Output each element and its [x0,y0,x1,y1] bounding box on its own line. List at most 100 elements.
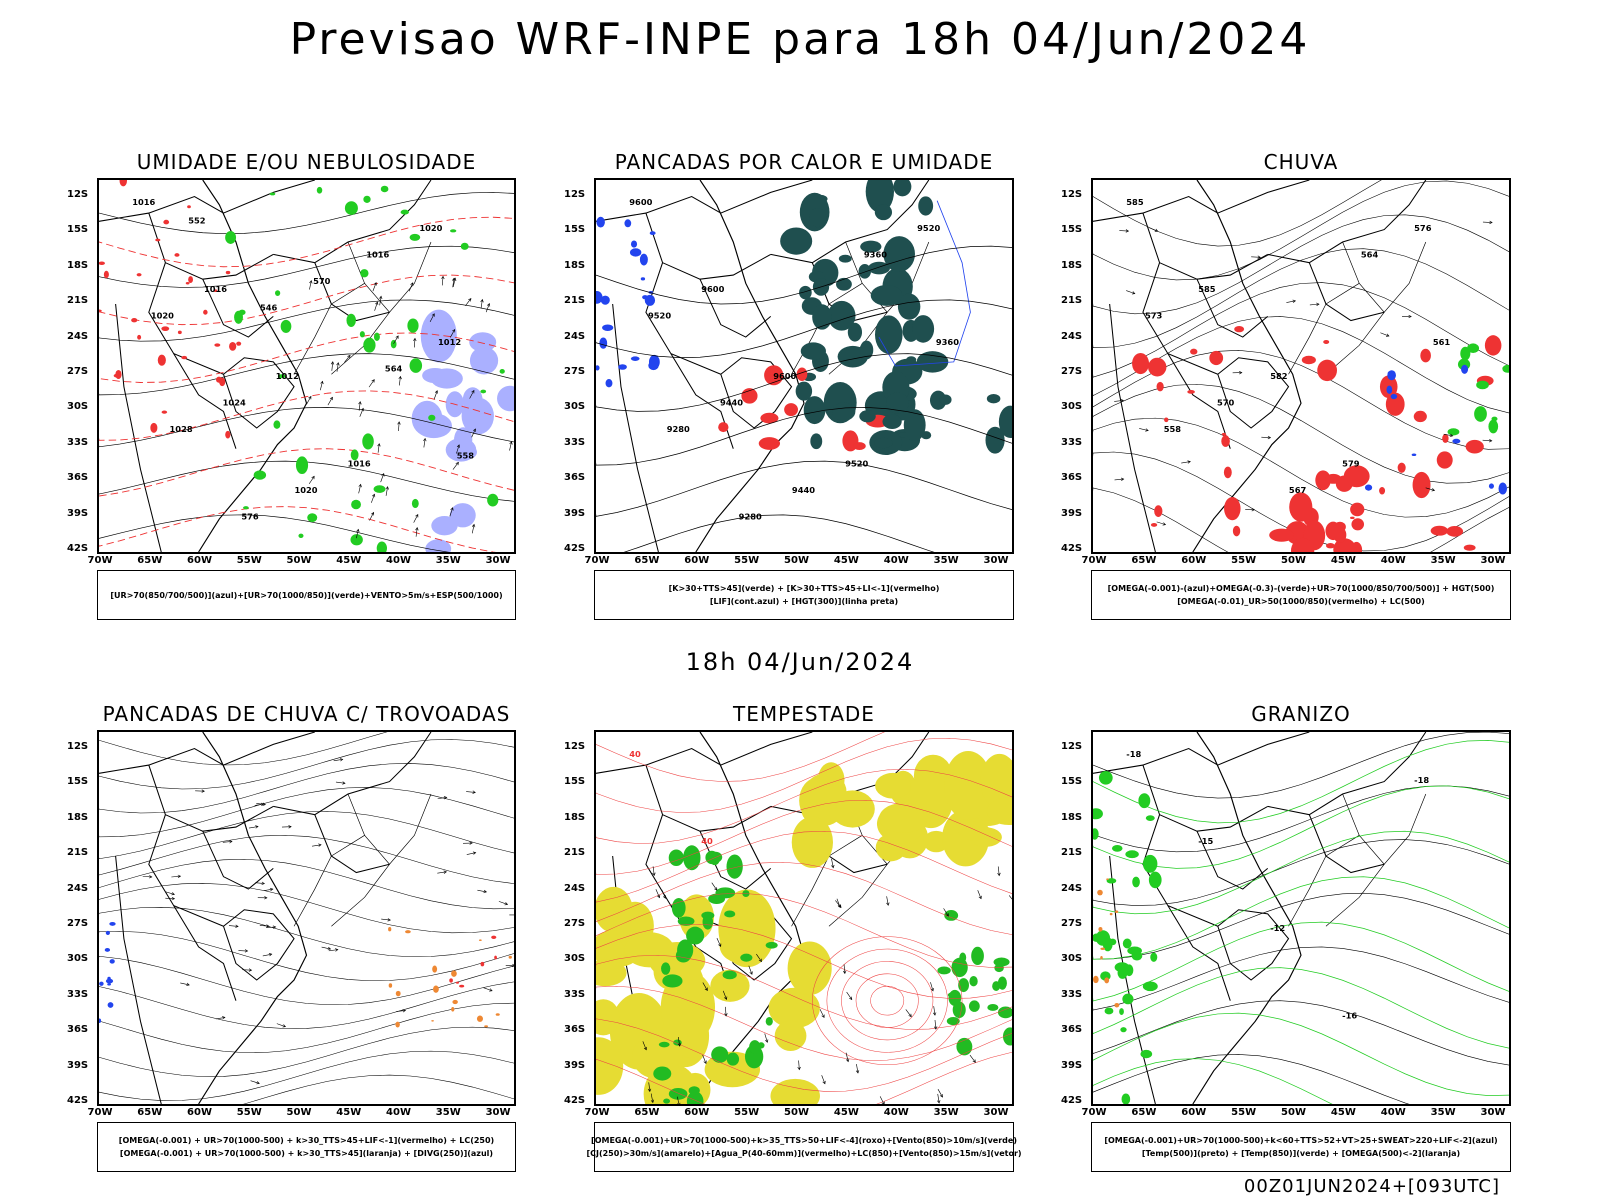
jet-250-area [958,821,990,841]
streamline-arrow [165,891,175,896]
longitude-tick-label: 55W [734,1107,760,1118]
wind-vector [471,523,476,534]
omega-rain-area [1343,465,1370,488]
longitude-tick-label: 45W [1330,555,1356,566]
divergence-area [105,930,110,935]
temp-850-contour [1119,1008,1124,1016]
pressure-isobar [99,299,514,342]
humidity-1000-850-area [409,233,421,241]
legend-chuva: [OMEGA(-0.001)-(azul)+OMEGA(-0.3)-(verde… [1091,570,1511,620]
contour-label: 9280 [667,424,690,434]
omega-rain-area [1190,348,1198,355]
temp-850-contour [1120,1027,1127,1033]
contour-label: 564 [385,363,403,373]
latitude-tick-label: 36S [1061,472,1083,484]
thunderstorm-orange-area [484,1025,489,1028]
latitude-tick-label: 24S [1061,330,1083,342]
state-border [1342,793,1427,865]
contour-label: 9440 [792,485,815,495]
omega-rain-area [1430,525,1449,536]
lc-850-streamline [596,985,1012,1061]
temp-850-contour [1122,938,1132,949]
coastline [1192,180,1302,552]
contour-label: 1016 [366,250,389,260]
streamline-arrow [483,987,493,992]
jet-250-area [674,1021,706,1058]
longitude-tick-label: 50W [286,555,312,566]
cyclone-streamline [841,961,934,1041]
k-tts-area [939,394,952,405]
jet-250-area [875,772,911,799]
latitude-tick-label: 42S [67,543,89,554]
humidity-850-500-area [411,400,443,436]
longitude-tick-label: 60W [1181,555,1207,566]
wind-vector [320,380,324,391]
longitude-tick-label: 30W [983,555,1009,566]
wind-850-area [749,1040,761,1054]
longitude-tick-label: 65W [137,1107,163,1118]
longitude-tick-label: 70W [1081,555,1107,566]
thunderstorm-orange-area [451,970,457,977]
latitude-tick-label: 21S [564,847,586,859]
humidity-1000-850-area [298,533,304,538]
streamline-arrow [328,948,339,952]
hgt-300-contour [596,407,1012,466]
legend-line: [OMEGA(-0.001) + UR>70(1000-500) + k>30_… [119,1149,494,1158]
omega-rain-area [1289,492,1313,522]
wind-vector [330,361,335,371]
country-border [314,262,390,322]
k-tts-area [865,180,894,213]
lc-250-streamline [99,859,514,910]
contour-label: 1028 [170,424,193,434]
latitude-tick-label: 15S [1061,224,1083,236]
thunderstorm-orange-area [388,927,392,932]
latitude-tick-label: 15S [67,224,89,236]
streamline-arrow [311,843,322,847]
contour-label: 9520 [917,223,940,233]
streamline-arrow [437,870,447,874]
streamline-arrow [180,982,190,987]
streamline-arrow [1245,508,1256,512]
wind-850-vector [831,858,835,869]
longitude-tick-label: 60W [684,1107,710,1118]
longitude-tick-label: 65W [634,555,660,566]
wind-vector [413,337,417,348]
omega-rain-area [1224,496,1241,521]
contour-label: 9360 [936,337,959,347]
humidity-1000-850-area [409,358,423,373]
temp-850-contour [1093,967,1509,1049]
latitude-tick-label: 27S [564,918,586,929]
map-chuva: 585 585 582 579 576 573 570 567 564 561 558 [1091,178,1511,554]
temp-850-contour [1102,937,1113,952]
pressure-isobar [99,514,450,552]
streamline-arrow [463,841,473,845]
thickness-area [219,377,226,387]
wind-850-area [661,962,671,975]
country-border [148,814,224,927]
contour-label: 9360 [864,250,887,260]
thickness-area [174,253,180,257]
country-border [1308,814,1385,874]
state-border [828,283,863,305]
country-border [223,909,295,981]
temp-500-contour [1093,839,1509,906]
k-tts-area [858,264,871,279]
humidity-1000-850-area [373,485,386,493]
hgt-500-contour [1093,180,1382,247]
lif-contour [878,200,971,367]
legend-line: [LIF](cont.azul) + [HGT(300)](linha pret… [709,597,899,606]
humidity-850-500-area [449,503,476,528]
humidity-1000-850-area [499,369,505,374]
map-canvas: 1016 1016 1012 1016 1020 1020 1024 1020 1016 1012… [99,180,514,552]
contour-label: 9520 [648,310,671,320]
streamline-arrow [1139,428,1149,432]
streamline-arrow [276,1023,287,1028]
humidity-1000-850-area [428,414,436,421]
longitude-tick-label: 30W [485,555,511,566]
streamline-arrow [215,1016,226,1020]
state-border [293,855,332,927]
country-border [1142,764,1268,832]
omega-rain-area [1351,518,1365,531]
hgt-300-contour [623,514,935,552]
temp-850-contour [1093,876,1509,960]
